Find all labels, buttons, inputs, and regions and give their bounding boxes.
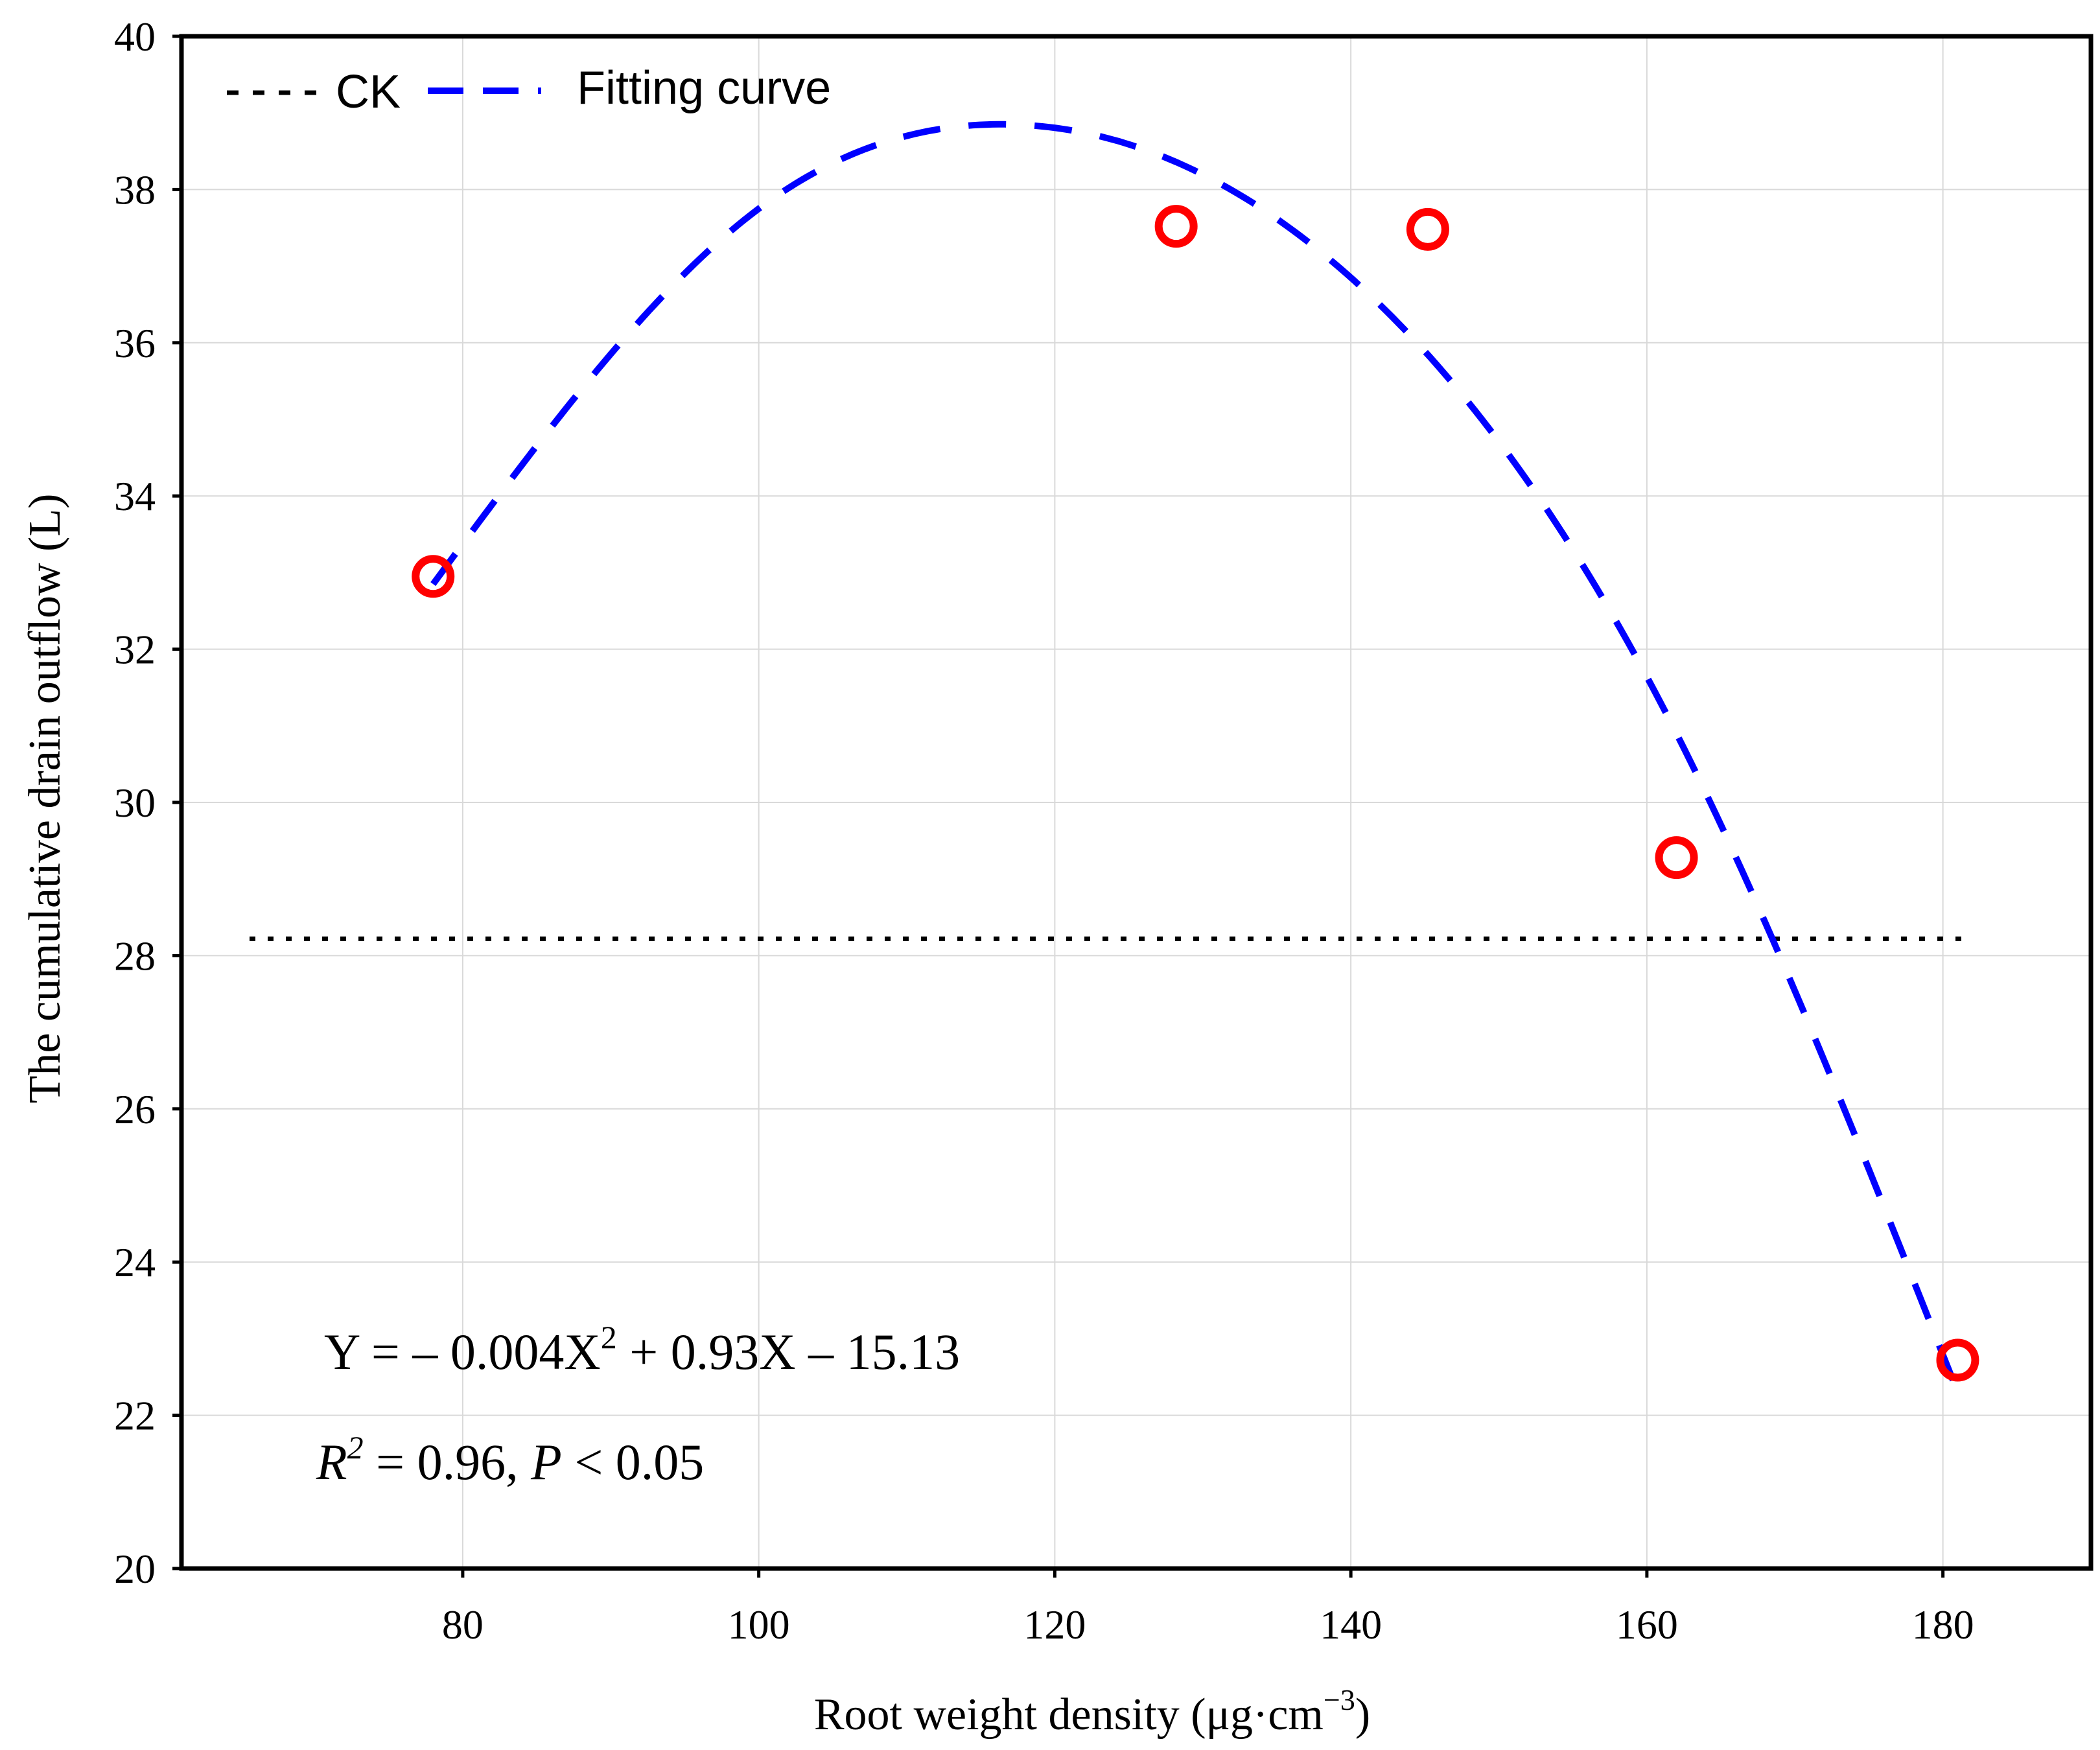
- x-tick-label: 80: [442, 1602, 484, 1648]
- legend-ck-label: CK: [336, 66, 401, 118]
- x-axis-title-exponent: −3: [1324, 1683, 1355, 1716]
- y-axis-ticks: 20 22 24 26 28 30 32 34 36 38 40: [114, 14, 181, 1592]
- y-tick-label: 20: [114, 1546, 156, 1592]
- y-tick-label: 40: [114, 14, 156, 60]
- y-tick-label: 28: [114, 933, 156, 979]
- x-axis-title-main: Root weight density (μg·cm: [814, 1690, 1324, 1740]
- x-tick-label: 140: [1320, 1602, 1382, 1648]
- y-tick-label: 34: [114, 473, 156, 519]
- r-squared-label: R: [316, 1434, 347, 1490]
- data-point: [1655, 836, 1698, 880]
- data-point: [1406, 207, 1449, 251]
- y-tick-label: 32: [114, 627, 156, 673]
- legend: CK Fitting curve: [227, 62, 831, 118]
- r-squared-exponent: 2: [347, 1429, 364, 1465]
- x-axis-title-close: ): [1355, 1690, 1370, 1740]
- y-tick-label: 38: [114, 167, 156, 213]
- x-tick-label: 120: [1023, 1602, 1086, 1648]
- data-point: [1936, 1338, 1979, 1382]
- equation-part-1: Y = – 0.004X: [324, 1324, 601, 1380]
- x-axis-title: Root weight density (μg·cm−3): [814, 1683, 1370, 1740]
- y-tick-label: 30: [114, 780, 156, 826]
- y-tick-label: 22: [114, 1393, 156, 1439]
- x-axis-ticks: 80 100 120 140 160 180: [442, 1569, 1974, 1648]
- y-tick-label: 24: [114, 1239, 156, 1285]
- data-point: [412, 555, 455, 598]
- p-label: P: [530, 1434, 562, 1490]
- fitting-curve: [430, 121, 1961, 1394]
- fit-statistics: R2 = 0.96, P < 0.05: [316, 1429, 704, 1490]
- p-value: < 0.05: [562, 1434, 705, 1490]
- data-points: [412, 205, 1979, 1382]
- r-squared-value: = 0.96,: [364, 1434, 531, 1490]
- x-tick-label: 160: [1616, 1602, 1678, 1648]
- equation-exponent: 2: [601, 1319, 617, 1355]
- x-tick-label: 100: [728, 1602, 790, 1648]
- y-axis-title: The cumulative drain outflow (L): [20, 494, 70, 1104]
- equation-part-2: + 0.93X – 15.13: [617, 1324, 960, 1380]
- data-point: [1154, 205, 1198, 248]
- x-tick-label: 180: [1912, 1602, 1974, 1648]
- legend-fit-label: Fitting curve: [577, 62, 831, 114]
- regression-equation: Y = – 0.004X2 + 0.93X – 15.13: [324, 1319, 960, 1380]
- y-tick-label: 36: [114, 320, 156, 366]
- y-tick-label: 26: [114, 1086, 156, 1132]
